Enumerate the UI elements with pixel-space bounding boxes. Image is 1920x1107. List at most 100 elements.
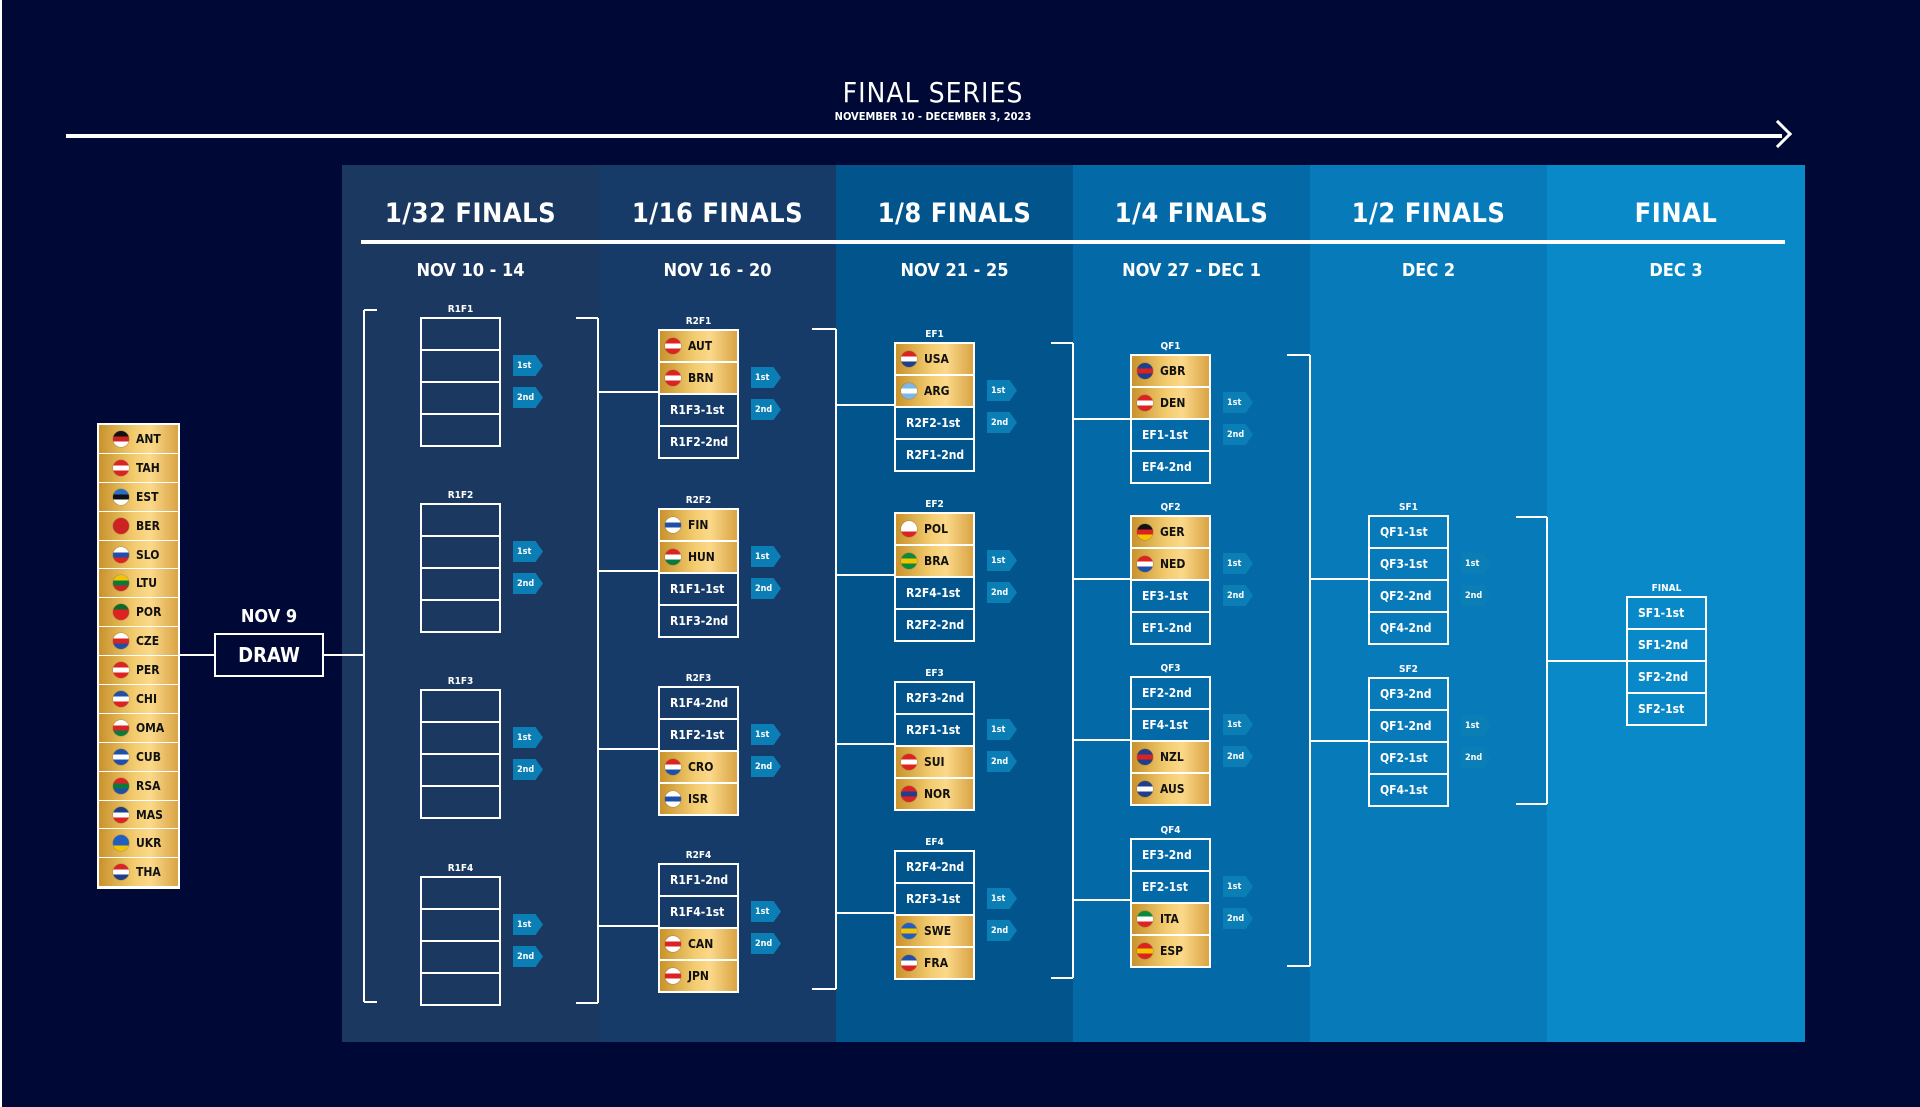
match-slot <box>422 383 499 413</box>
slot-text: QF1-2nd <box>1380 718 1432 733</box>
slot-text: HUN <box>688 549 715 564</box>
mas-flag-icon <box>113 806 129 823</box>
est-flag-icon <box>113 488 129 505</box>
match-slot <box>422 910 499 940</box>
advance-tag-second: 2nd <box>513 759 543 780</box>
advance-tag-first: 1st <box>513 727 543 748</box>
match-slot: R2F1-2nd <box>896 440 973 470</box>
match-label: QF3 <box>1160 663 1181 674</box>
nzl-flag-icon <box>1137 748 1153 765</box>
match-block <box>420 876 501 1006</box>
match-slot: R2F3-1st <box>896 884 973 914</box>
team-code: THA <box>136 865 161 880</box>
slot-text: SF2-2nd <box>1638 669 1689 684</box>
pol-flag-icon <box>901 520 917 537</box>
arg-flag-icon <box>901 382 917 399</box>
match-block <box>420 503 501 633</box>
match-label: SF1 <box>1399 502 1418 513</box>
team-code: SLO <box>136 547 160 562</box>
advance-tag-second: 2nd <box>751 756 781 777</box>
cub-flag-icon <box>113 748 129 765</box>
advance-tag-first: 1st <box>987 550 1017 571</box>
match-slot: ESP <box>1132 936 1209 966</box>
timeline-arrow <box>66 134 1782 138</box>
advance-tag-first: 1st <box>987 888 1017 909</box>
slot-text: QF3-1st <box>1380 556 1428 571</box>
match-block: GBR DEN EF1-1st EF4-2nd <box>1130 354 1211 484</box>
slot-text: FRA <box>924 955 949 970</box>
match-slot: R1F3-1st <box>660 395 737 425</box>
match-label: QF4 <box>1160 825 1181 836</box>
slo-flag-icon <box>113 546 129 563</box>
match-slot: QF3-2nd <box>1370 679 1447 709</box>
match-slot: QF3-1st <box>1370 549 1447 579</box>
slot-text: USA <box>924 351 949 366</box>
match-block: R1F1-2nd R1F4-1st CAN JPN <box>658 863 739 993</box>
advance-tag-second: 2nd <box>1223 424 1253 445</box>
match-slot: QF4-1st <box>1370 775 1447 805</box>
slot-text: QF3-2nd <box>1380 686 1432 701</box>
slot-text: GER <box>1160 524 1185 539</box>
slot-text: R2F2-1st <box>906 415 961 430</box>
match-label: QF2 <box>1160 502 1181 513</box>
match-slot <box>422 755 499 785</box>
advance-tag-first: 1st <box>513 914 543 935</box>
match-label: R1F4 <box>447 863 474 874</box>
match-slot: ITA <box>1132 904 1209 934</box>
slot-text: QF2-2nd <box>1380 588 1432 603</box>
match-slot <box>422 505 499 535</box>
match-block: GER NED EF3-1st EF1-2nd <box>1130 515 1211 645</box>
match-slot: R2F4-2nd <box>896 852 973 882</box>
team-pool-item: EST <box>99 482 178 512</box>
slot-text: EF1-2nd <box>1142 620 1192 635</box>
sui-flag-icon <box>901 753 917 770</box>
team-pool-item: CZE <box>99 627 178 657</box>
advance-tag-second: 2nd <box>751 933 781 954</box>
match-slot: NED <box>1132 549 1209 579</box>
advance-tag-first: 1st <box>513 541 543 562</box>
tha-flag-icon <box>113 864 129 881</box>
team-code: CUB <box>136 749 161 764</box>
slot-text: R2F3-2nd <box>906 690 965 705</box>
team-pool-item: SLO <box>99 540 178 570</box>
advance-tag-first: 1st <box>1223 876 1253 897</box>
match-slot: AUS <box>1132 774 1209 804</box>
slot-text: SF1-2nd <box>1638 637 1689 652</box>
round-dates: NOV 16 - 20 <box>663 260 772 281</box>
esp-flag-icon <box>1137 942 1153 959</box>
advance-tag-first: 1st <box>513 355 543 376</box>
chi-flag-icon <box>113 690 129 707</box>
match-slot: SF1-1st <box>1628 598 1705 628</box>
slot-text: NOR <box>924 786 951 801</box>
match-slot: BRN <box>660 363 737 393</box>
page-title: FINAL SERIES <box>842 76 1024 109</box>
match-label: R1F3 <box>447 676 474 687</box>
match-label: EF4 <box>925 837 944 848</box>
match-slot: EF3-2nd <box>1132 840 1209 870</box>
advance-tag-first: 1st <box>987 719 1017 740</box>
slot-text: AUS <box>1160 781 1185 796</box>
match-slot <box>422 351 499 381</box>
ned-flag-icon <box>1137 555 1153 572</box>
match-slot: R1F4-1st <box>660 897 737 927</box>
match-slot: SUI <box>896 747 973 777</box>
match-label: R1F2 <box>447 490 474 501</box>
team-pool-item: OMA <box>99 713 178 743</box>
aus-flag-icon <box>1137 780 1153 797</box>
match-slot: QF2-1st <box>1370 743 1447 773</box>
slot-text: JPN <box>688 968 709 983</box>
match-block: SF1-1st SF1-2nd SF2-2nd SF2-1st <box>1626 596 1707 726</box>
slot-text: CRO <box>688 759 714 774</box>
match-label: EF1 <box>925 329 944 340</box>
slot-text: QF4-1st <box>1380 782 1428 797</box>
match-block: EF3-2nd EF2-1st ITA ESP <box>1130 838 1211 968</box>
match-slot: QF4-2nd <box>1370 613 1447 643</box>
match-slot <box>422 974 499 1004</box>
advance-tag-first: 1st <box>751 546 781 567</box>
match-slot: R1F2-1st <box>660 720 737 750</box>
slot-text: R2F1-2nd <box>906 447 965 462</box>
per-flag-icon <box>113 662 129 679</box>
match-label: R2F4 <box>685 850 712 861</box>
round-title: 1/2 FINALS <box>1351 198 1506 229</box>
